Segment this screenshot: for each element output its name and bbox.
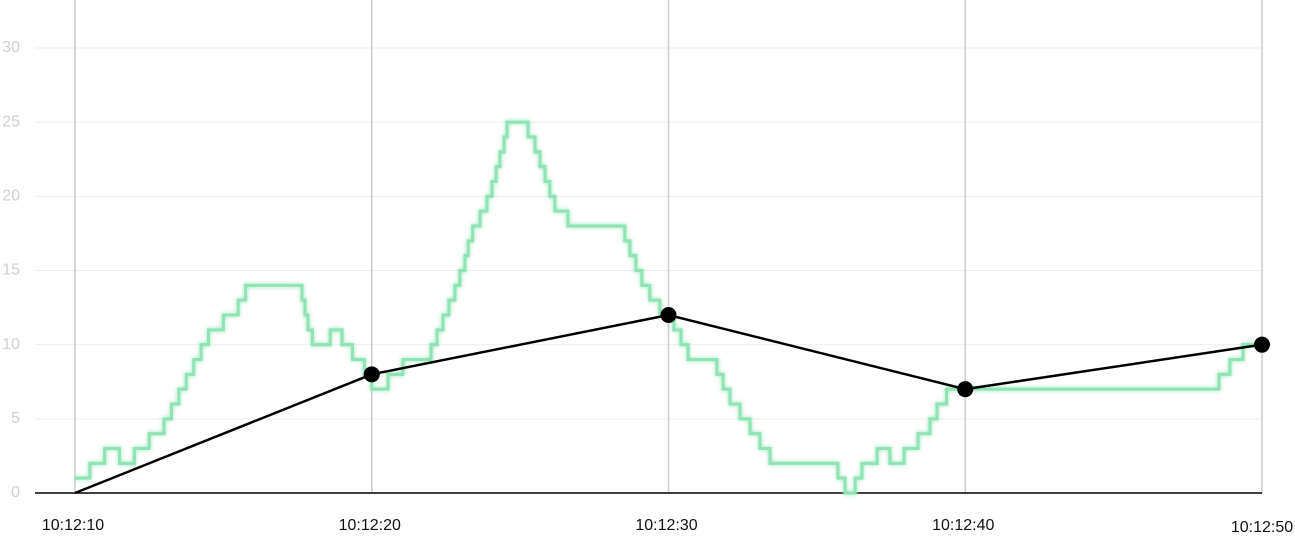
y-tick-label: 30 [2,39,20,56]
x-tick-label: 10:12:10 [42,517,104,534]
x-tick-label: 10:12:50 [1231,519,1293,536]
point [957,381,974,398]
y-tick-label: 20 [2,188,20,205]
point [660,307,677,323]
y-tick-label: 0 [11,484,20,501]
y-tick-label: 25 [2,113,20,130]
y-tick-label: 15 [2,262,20,279]
y-tick-label: 10 [2,336,20,353]
point [1254,336,1270,353]
y-tick-label: 5 [11,410,20,427]
x-tick-label: 10:12:30 [635,517,697,534]
point [363,366,380,383]
x-tick-label: 10:12:20 [339,517,401,534]
x-tick-label: 10:12:40 [932,517,994,534]
series-line [75,120,1262,495]
